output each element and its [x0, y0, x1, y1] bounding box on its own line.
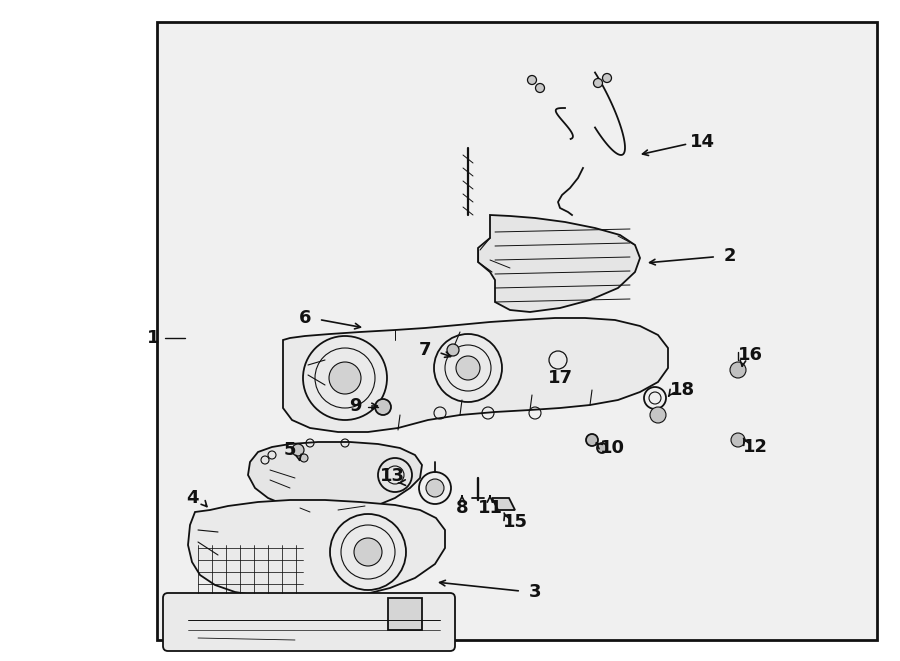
Polygon shape — [492, 498, 515, 510]
Text: 15: 15 — [502, 513, 527, 531]
Polygon shape — [478, 215, 640, 312]
Text: 4: 4 — [185, 489, 198, 507]
Circle shape — [426, 479, 444, 497]
Polygon shape — [188, 500, 445, 598]
Text: 9: 9 — [349, 397, 361, 415]
Text: 7: 7 — [418, 341, 431, 359]
Circle shape — [597, 443, 607, 453]
Text: 17: 17 — [547, 369, 572, 387]
Text: 3: 3 — [529, 583, 541, 601]
Text: 5: 5 — [284, 441, 296, 459]
Circle shape — [527, 75, 536, 85]
Text: 18: 18 — [670, 381, 696, 399]
Text: 12: 12 — [742, 438, 768, 456]
Circle shape — [536, 83, 544, 93]
FancyBboxPatch shape — [163, 593, 455, 651]
Text: 2: 2 — [724, 247, 736, 265]
Bar — [157, 22, 877, 640]
Polygon shape — [283, 318, 668, 432]
Circle shape — [730, 362, 746, 378]
Circle shape — [456, 356, 480, 380]
Text: 14: 14 — [689, 133, 715, 151]
Circle shape — [593, 79, 602, 87]
Text: 8: 8 — [455, 499, 468, 517]
Circle shape — [300, 454, 308, 462]
Text: 6: 6 — [299, 309, 311, 327]
Circle shape — [292, 444, 304, 456]
Text: 10: 10 — [599, 439, 625, 457]
Text: 11: 11 — [478, 499, 502, 517]
Circle shape — [354, 538, 382, 566]
Circle shape — [731, 433, 745, 447]
Polygon shape — [388, 598, 422, 630]
Text: 1: 1 — [147, 329, 159, 347]
Text: 13: 13 — [380, 467, 404, 485]
Circle shape — [586, 434, 598, 446]
Circle shape — [329, 362, 361, 394]
Polygon shape — [248, 442, 422, 512]
Circle shape — [650, 407, 666, 423]
Text: 16: 16 — [737, 346, 762, 364]
Circle shape — [447, 344, 459, 356]
Circle shape — [375, 399, 391, 415]
Circle shape — [602, 73, 611, 83]
